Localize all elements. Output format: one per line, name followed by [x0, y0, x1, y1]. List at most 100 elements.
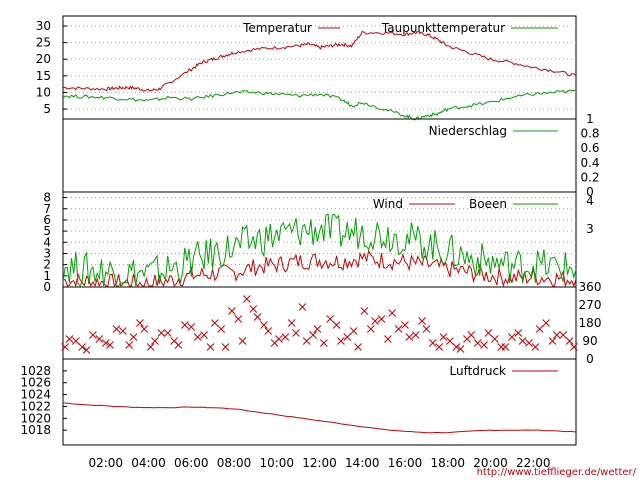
wind-direction-point	[319, 339, 328, 347]
wind-direction-point	[548, 337, 557, 345]
wind-direction-point	[61, 343, 69, 351]
wind-direction-point	[146, 343, 155, 351]
wind-direction-point	[82, 346, 91, 354]
wind-direction-point	[287, 319, 296, 327]
wind-direction-point	[446, 337, 454, 345]
y-tick-label: 7	[43, 202, 51, 216]
y-tick-label: 1	[43, 269, 51, 283]
wind-direction-point	[200, 331, 208, 339]
wind-direction-point	[525, 339, 533, 347]
y2-tick-label: 1	[586, 112, 594, 126]
wind-direction-point	[270, 339, 279, 347]
wind-direction-point	[221, 343, 230, 351]
wind-direction-point	[193, 333, 202, 341]
wind-direction-point	[71, 337, 80, 345]
y2-tick-label: 90	[582, 334, 597, 348]
x-tick-label: 06:00	[174, 456, 209, 470]
wind-direction-point	[401, 321, 409, 329]
x-tick-label: 16:00	[388, 456, 423, 470]
y-tick-label: 20	[36, 52, 51, 66]
x-tick-label: 14:00	[345, 456, 380, 470]
y-tick-label: 1022	[20, 399, 51, 413]
y2-tick-label: 0	[586, 352, 594, 366]
wind-direction-point	[217, 325, 226, 333]
x-tick-label: 12:00	[302, 456, 337, 470]
y-tick-label: 10	[36, 85, 51, 99]
y-tick-label: 4	[43, 235, 51, 249]
wind-direction-point	[228, 307, 236, 315]
wind-direction-point	[508, 333, 516, 341]
y-tick-label: 1020	[20, 411, 51, 425]
wind-direction-point	[542, 319, 550, 327]
x-tick-label: 04:00	[131, 456, 166, 470]
wind-direction-point	[95, 335, 104, 343]
wind-direction-point	[101, 339, 110, 347]
y-tick-label: 3	[43, 246, 51, 260]
legend-label: Boeen	[469, 197, 507, 211]
wind-direction-point	[180, 321, 189, 329]
x-tick-label: 22:00	[516, 456, 551, 470]
wind-direction-point	[377, 315, 386, 323]
temperatur-line	[62, 30, 577, 92]
wind-direction-point	[371, 317, 379, 325]
wind-direction-point	[570, 343, 578, 351]
wind-direction-point	[78, 343, 87, 351]
y-tick-label: 6	[43, 213, 51, 227]
wind-direction-point	[497, 343, 506, 351]
wind-direction-point	[559, 331, 568, 339]
wind-direction-point	[349, 327, 358, 335]
wind-direction-point	[298, 303, 307, 311]
y2-tick-label: 0.2	[580, 170, 599, 184]
y-tick-label: 15	[36, 69, 51, 83]
time-axis: 02:00 04:00 06:00 08:00 10:00 12:00 14:00 16:00…	[88, 456, 550, 470]
wind-direction-point	[463, 335, 471, 343]
x-tick-label: 18:00	[430, 456, 465, 470]
wind-direction-point	[452, 343, 461, 351]
y-tick-label: 5	[43, 102, 51, 116]
wind-direction-point	[535, 325, 544, 333]
wind-direction-point	[112, 325, 121, 333]
wind-direction-point	[439, 333, 448, 341]
wind-direction-point	[242, 295, 251, 303]
legend-label: Wind	[373, 197, 403, 211]
wind-direction-point	[473, 339, 482, 347]
y2-tick-label: 0.4	[580, 156, 599, 170]
wind-direction-point	[89, 331, 97, 339]
wind-direction-point	[238, 337, 247, 345]
y-tick-label: 5	[43, 224, 51, 238]
legend-label: Niederschlag	[429, 124, 507, 138]
wind-direction-point	[326, 315, 335, 323]
wind-direction-point	[118, 327, 127, 335]
boeen-line	[62, 213, 577, 287]
y2-tick-label: 0.8	[580, 127, 599, 141]
wind-direction-point	[435, 343, 444, 351]
wind-line	[62, 249, 577, 288]
wind-direction-point	[309, 331, 317, 339]
wind-direction-point	[565, 337, 574, 345]
wind-direction-point	[249, 305, 258, 313]
legend-label: Temperatur	[242, 21, 312, 35]
y-tick-label: 25	[36, 36, 51, 50]
wind-direction-point	[552, 331, 561, 339]
y-tick-label: 30	[36, 19, 51, 33]
wind-direction-point	[343, 333, 352, 341]
wind-direction-point	[480, 341, 488, 349]
wind-direction-point	[157, 329, 166, 337]
wind-direction-point	[490, 335, 499, 343]
wind-direction-point	[106, 341, 114, 349]
x-tick-label: 20:00	[473, 456, 508, 470]
wind-direction-point	[428, 339, 437, 347]
wind-direction-point	[394, 325, 403, 333]
wind-direction-point	[281, 333, 290, 341]
y-tick-label: 0	[43, 280, 51, 294]
y2-tick-label: 4	[586, 194, 594, 208]
y2-tick-label: 0.6	[580, 141, 599, 155]
wind-direction-point	[253, 313, 262, 321]
temperature-panel: 5 10 15 20 25 30 Temperatur Taupunkttemperatur	[36, 15, 577, 121]
wind-direction-point	[292, 329, 300, 337]
wind-direction-point	[129, 333, 138, 341]
y2-tick-label: 180	[579, 316, 602, 330]
